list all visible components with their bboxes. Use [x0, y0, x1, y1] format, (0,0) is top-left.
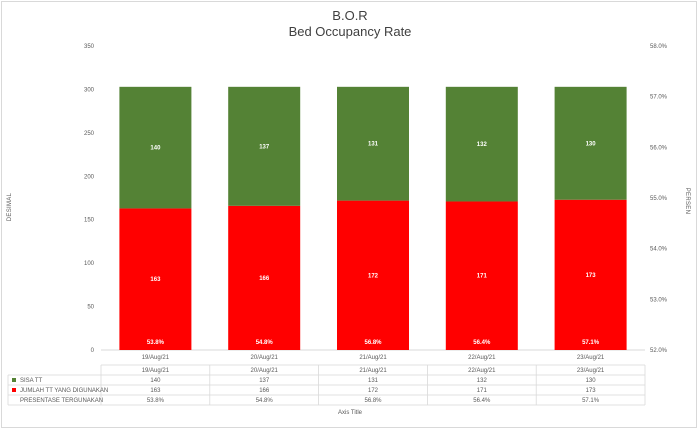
data-label-remaining-beds: 137 [259, 144, 270, 150]
table-header-cell: 19/Aug/21 [142, 368, 170, 374]
x-axis-title: Axis Title [337, 410, 362, 416]
left-axis-tick-label: 50 [87, 305, 94, 311]
table-legend-marker [12, 378, 16, 382]
bar-used-beds [119, 208, 192, 350]
table-cell: 137 [259, 378, 270, 384]
right-axis-tick-label: 52.0% [650, 348, 668, 354]
x-axis-tick-label: 21/Aug/21 [359, 355, 387, 361]
left-axis-tick-label: 350 [84, 44, 95, 50]
data-label-percentage: 56.8% [364, 340, 382, 346]
table-header-cell: 22/Aug/21 [468, 368, 496, 374]
left-axis-tick-label: 150 [84, 218, 95, 224]
x-axis-tick-label: 19/Aug/21 [142, 355, 170, 361]
table-cell: 54.8% [256, 398, 274, 404]
x-axis-tick-label: 22/Aug/21 [468, 355, 496, 361]
left-axis-tick-label: 300 [84, 87, 95, 93]
table-legend-marker [12, 388, 16, 392]
bar-used-beds [228, 205, 301, 350]
table-row-label: PRESENTASE TERGUNAKAN [20, 398, 103, 404]
bar-used-beds [554, 199, 627, 350]
data-label-used-beds: 171 [477, 274, 488, 280]
table-cell: 131 [368, 378, 379, 384]
data-label-used-beds: 163 [150, 277, 161, 283]
bar-used-beds [445, 201, 518, 350]
table-cell: 140 [150, 378, 161, 384]
bar-remaining-beds [445, 86, 518, 202]
data-label-percentage: 54.8% [256, 340, 274, 346]
right-axis-tick-label: 53.0% [650, 297, 668, 303]
table-header-cell: 23/Aug/21 [577, 368, 605, 374]
table-cell: 172 [368, 388, 379, 394]
chart-subtitle: Bed Occupancy Rate [288, 24, 412, 39]
left-axis-tick-label: 250 [84, 131, 95, 137]
data-label-percentage: 56.4% [473, 340, 491, 346]
left-axis-tick-label: 0 [91, 348, 95, 354]
data-label-used-beds: 172 [368, 273, 379, 279]
table-cell: 166 [259, 388, 270, 394]
bar-remaining-beds [119, 86, 192, 209]
left-axis-tick-label: 200 [84, 174, 95, 180]
data-label-remaining-beds: 132 [477, 142, 488, 148]
table-cell: 132 [477, 378, 488, 384]
bar-remaining-beds [337, 86, 409, 201]
data-label-remaining-beds: 140 [150, 146, 161, 152]
table-cell: 173 [586, 388, 597, 394]
table-cell: 53.8% [147, 398, 165, 404]
bar-remaining-beds [228, 86, 301, 206]
chart-title: B.O.R [332, 8, 368, 23]
right-axis-tick-label: 58.0% [650, 44, 668, 50]
data-label-remaining-beds: 130 [586, 141, 597, 147]
table-cell: 171 [477, 388, 488, 394]
right-axis-tick-label: 55.0% [650, 196, 668, 202]
right-axis-tick-label: 56.0% [650, 145, 668, 151]
table-row-label: JUMLAH TT YANG DIGUNAKAN [20, 388, 108, 394]
table-header-cell: 20/Aug/21 [251, 368, 279, 374]
table-cell: 163 [150, 388, 161, 394]
x-axis-tick-label: 23/Aug/21 [577, 355, 605, 361]
bar-remaining-beds [554, 86, 627, 200]
left-axis-tick-label: 100 [84, 261, 95, 267]
table-cell: 56.4% [473, 398, 491, 404]
data-label-used-beds: 173 [586, 273, 597, 279]
data-label-remaining-beds: 131 [368, 142, 379, 148]
bar-used-beds [337, 200, 409, 350]
table-cell: 130 [586, 378, 597, 384]
data-label-percentage: 57.1% [582, 340, 600, 346]
table-cell: 56.8% [364, 398, 382, 404]
table-row-label: SISA TT [20, 378, 43, 384]
data-label-used-beds: 166 [259, 276, 270, 282]
right-axis-tick-label: 57.0% [650, 95, 668, 101]
table-cell: 57.1% [582, 398, 600, 404]
right-axis-tick-label: 54.0% [650, 247, 668, 253]
x-axis-tick-label: 20/Aug/21 [251, 355, 279, 361]
data-label-percentage: 53.8% [147, 340, 165, 346]
table-header-cell: 21/Aug/21 [359, 368, 387, 374]
